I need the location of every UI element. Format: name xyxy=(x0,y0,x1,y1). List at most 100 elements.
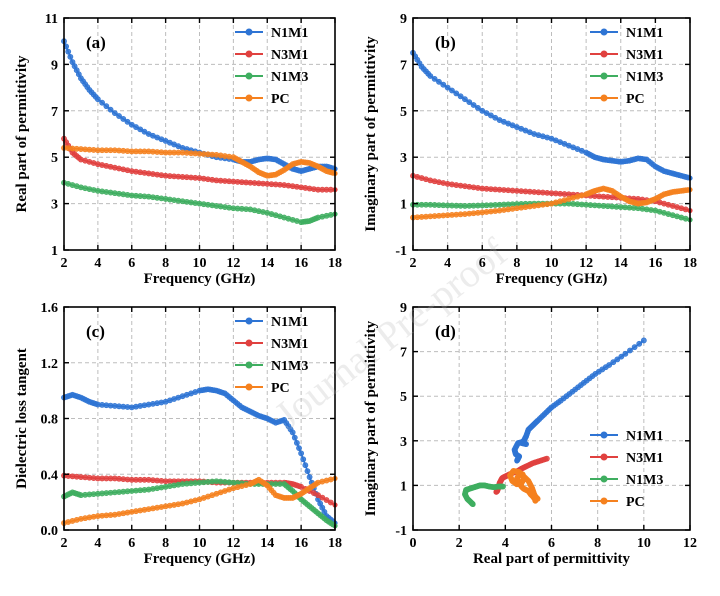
legend-marker xyxy=(245,317,253,325)
x-tick-label: 14 xyxy=(260,536,274,551)
legend-label: N1M3 xyxy=(271,359,308,374)
x-tick-label: 10 xyxy=(193,256,207,271)
x-tick-label: 6 xyxy=(128,536,135,551)
data-point xyxy=(470,501,476,507)
x-tick-label: 4 xyxy=(94,256,101,271)
x-tick-label: 18 xyxy=(683,256,697,271)
series-N1M1 xyxy=(511,337,647,464)
data-point xyxy=(315,492,321,499)
x-tick-label: 14 xyxy=(260,256,274,271)
legend-label: N3M1 xyxy=(626,451,663,466)
legend-item-N3M1: N3M1 xyxy=(235,337,308,352)
data-point xyxy=(610,359,617,366)
x-axis-label: Frequency (GHz) xyxy=(144,551,256,567)
legend-marker xyxy=(600,94,608,102)
panel-b: 2 4 6 8 10 12 14 16 18 -1 1 3 5 7 9 Frequency (GHz) Imag… xyxy=(363,12,697,287)
data-point xyxy=(514,458,520,464)
legend-item-N1M1: N1M1 xyxy=(590,429,663,444)
legend-marker xyxy=(600,50,608,58)
y-tick-label: -1 xyxy=(395,524,407,539)
legend-item-PC: PC xyxy=(235,381,290,396)
data-point xyxy=(323,497,330,503)
data-point xyxy=(99,99,106,106)
legend-item-N1M3: N1M3 xyxy=(590,70,663,85)
data-point xyxy=(618,353,625,360)
legend-marker xyxy=(245,383,253,391)
x-tick-label: 4 xyxy=(502,536,509,551)
y-tick-label: 3 xyxy=(400,435,407,450)
data-point xyxy=(291,434,298,441)
data-point xyxy=(622,350,629,357)
data-point xyxy=(289,429,296,436)
legend-marker xyxy=(600,72,608,80)
legend-item-N1M3: N1M3 xyxy=(235,70,308,85)
legend-item-N1M1: N1M1 xyxy=(590,26,663,41)
y-tick-label: 3 xyxy=(51,198,58,213)
data-point xyxy=(636,340,643,347)
panel-label: (d) xyxy=(435,322,456,341)
legend: N1M1 N3M1 N1M3 PC xyxy=(235,315,308,396)
legend-label: PC xyxy=(626,495,645,510)
y-tick-label: 0.8 xyxy=(41,413,59,428)
legend-item-N1M1: N1M1 xyxy=(235,26,308,41)
x-tick-label: 18 xyxy=(328,256,342,271)
data-point xyxy=(449,87,455,94)
legend-item-N1M3: N1M3 xyxy=(590,473,663,488)
legend: N1M1 N3M1 N1M3 PC xyxy=(590,429,663,510)
panel-label: (b) xyxy=(435,33,456,52)
data-point xyxy=(67,53,74,60)
x-tick-label: 6 xyxy=(548,536,555,551)
legend-label: N1M3 xyxy=(626,473,663,488)
x-tick-label: 0 xyxy=(410,536,417,551)
y-axis-label: Dielectric loss tangent xyxy=(14,348,30,489)
legend-item-PC: PC xyxy=(235,92,290,107)
legend-marker xyxy=(600,431,608,439)
x-tick-label: 8 xyxy=(513,256,520,271)
data-point xyxy=(440,81,447,88)
data-point xyxy=(436,78,442,85)
x-tick-label: 12 xyxy=(683,536,697,551)
legend-label: N1M1 xyxy=(271,26,308,41)
data-point xyxy=(640,337,647,344)
x-tick-label: 2 xyxy=(61,536,68,551)
legend: N1M1 N3M1 N1M3 PC xyxy=(590,26,663,107)
legend-item-N3M1: N3M1 xyxy=(235,48,308,63)
series-line xyxy=(513,339,645,462)
panel-label: (c) xyxy=(86,322,105,341)
data-point xyxy=(111,110,118,117)
x-tick-label: 10 xyxy=(545,256,559,271)
data-point xyxy=(319,494,326,501)
y-axis-label: Imaginary part of permittivity xyxy=(363,320,379,516)
y-tick-label: 1 xyxy=(400,479,407,494)
y-tick-label: 11 xyxy=(45,12,58,27)
y-tick-label: 5 xyxy=(400,390,407,405)
x-tick-label: 14 xyxy=(614,256,628,271)
legend-marker xyxy=(245,361,253,369)
data-point xyxy=(470,102,477,108)
data-point xyxy=(462,96,468,103)
legend-marker xyxy=(245,94,253,102)
legend-item-PC: PC xyxy=(590,92,645,107)
series-N1M3 xyxy=(410,200,693,223)
y-tick-label: 1 xyxy=(51,244,58,259)
data-point xyxy=(296,445,302,452)
x-tick-label: 4 xyxy=(94,536,101,551)
y-tick-label: 9 xyxy=(51,58,58,73)
legend-label: N1M1 xyxy=(626,26,663,41)
legend-label: PC xyxy=(271,381,290,396)
data-point xyxy=(293,439,300,446)
legend-label: N1M1 xyxy=(626,429,663,444)
data-point xyxy=(94,96,101,103)
x-tick-label: 12 xyxy=(226,536,240,551)
y-tick-label: 3 xyxy=(400,151,407,166)
y-tick-label: 9 xyxy=(400,301,407,316)
y-tick-label: 0.0 xyxy=(41,524,59,539)
data-point xyxy=(631,344,638,351)
x-tick-label: 18 xyxy=(328,536,342,551)
x-tick-label: 4 xyxy=(444,256,451,271)
legend-marker xyxy=(245,50,253,58)
y-tick-label: 9 xyxy=(400,12,407,27)
legend-marker xyxy=(245,28,253,36)
x-tick-label: 10 xyxy=(193,536,207,551)
